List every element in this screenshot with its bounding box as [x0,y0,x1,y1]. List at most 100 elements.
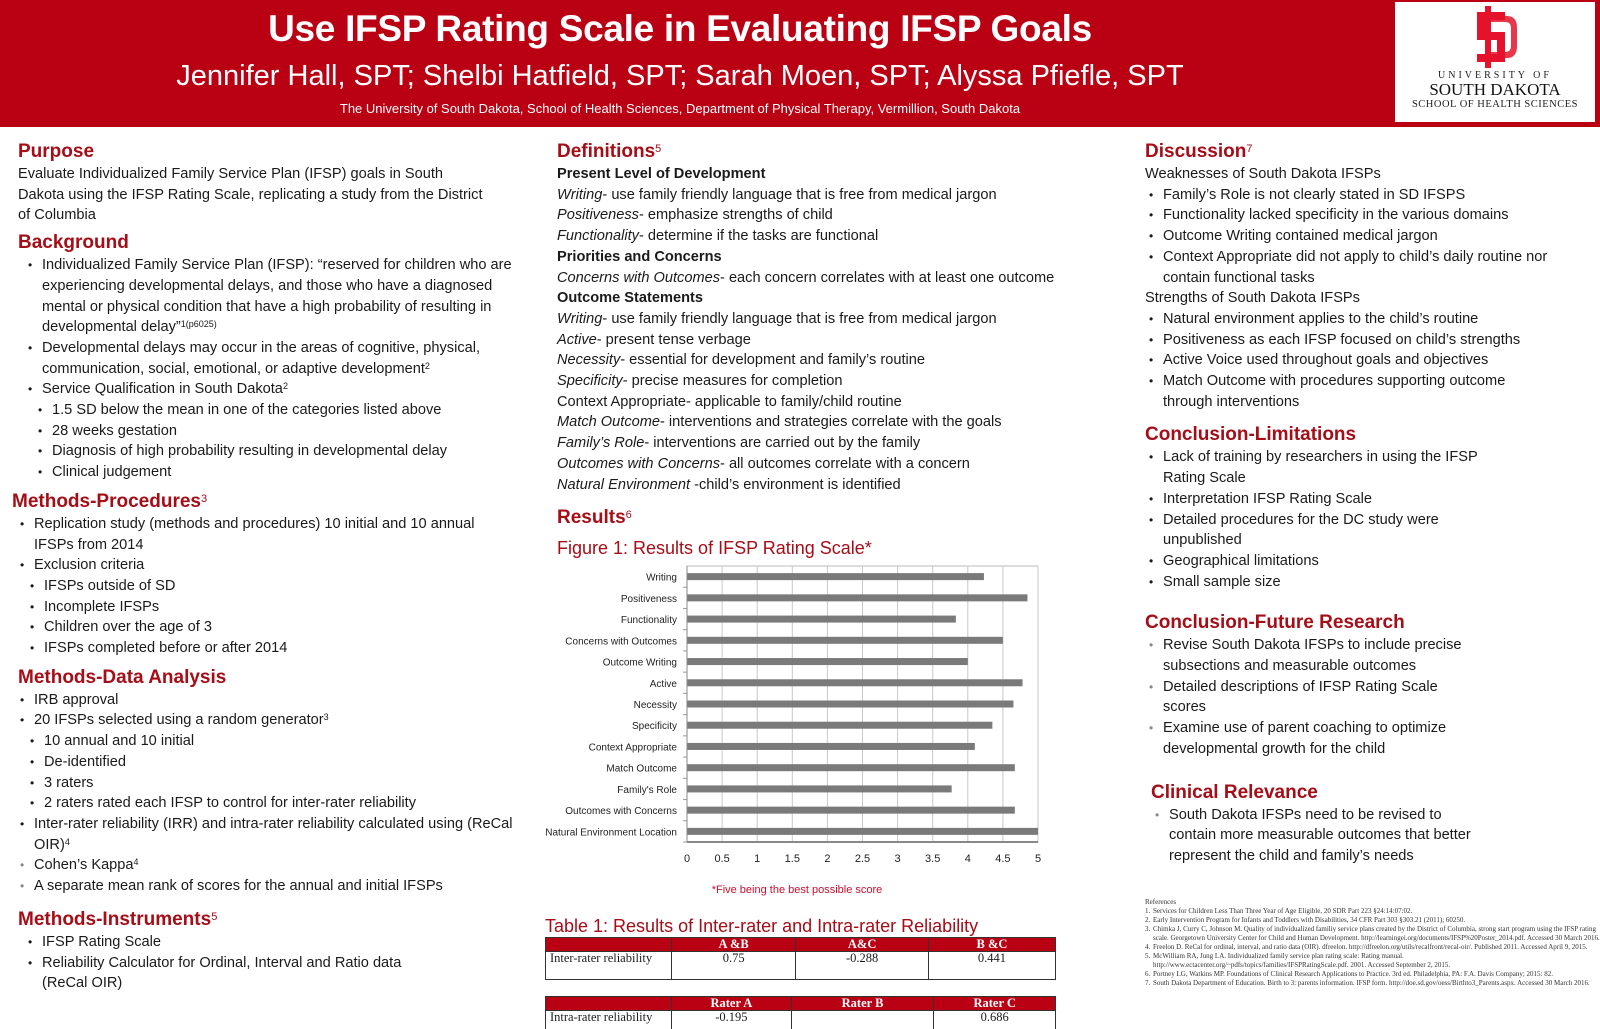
bar [687,637,1003,645]
bar [687,806,1015,814]
data-bullet: 20 IFSPs selected using a random generat… [16,710,538,731]
chart-footnote: *Five being the best possible score [711,884,883,897]
poster-authors: Jennifer Hall, SPT; Shelbi Hatfield, SPT… [176,60,1184,92]
chart-svg: 0 0.5 1 1.5 2 2.5 3 3.5 4 4.5 5 Writing Positiveness… [545,565,1041,865]
category-label: Outcomes with Concerns [565,806,677,817]
references-list: 1. Services for Children Less Than Three … [1145,907,1600,988]
limitations-heading: Conclusion-Limitations [1145,424,1357,446]
limitations-section: Conclusion-Limitations Lack of training … [1145,422,1595,592]
future-bullet: Detailed descriptions of IFSP Rating Sca… [1145,677,1475,718]
definition-text: - each concern correlates with at least … [720,269,1055,286]
category-label: Positiveness [621,594,677,605]
citation: 2 [282,381,288,392]
methods-data-section: Methods-Data Analysis IRB approval 20 IF… [18,665,538,897]
table-header-cell [545,936,672,952]
table-title: Table 1: Results of Inter-rater and Intr… [545,915,979,936]
background-section: Background Individualized Family Service… [18,230,538,483]
reference-number: 3. [1145,925,1151,933]
strength-bullet: Positiveness as each IFSP focused on chi… [1145,330,1595,351]
data-bullet: IRB approval [16,690,538,711]
bar-chart: 0 0.5 1 1.5 2 2.5 3 3.5 4 4.5 5 Writing Positiveness… [527,560,1047,880]
definition-item: Positiveness- emphasize strengths of chi… [557,205,1102,226]
x-tick-label: 5 [1035,853,1041,865]
bar [687,785,952,793]
definition-item: Outcomes with Concerns- all outcomes cor… [557,454,1102,475]
future-bullet: Examine use of parent coaching to optimi… [1145,718,1495,759]
background-bullet: Individualized Family Service Plan (IFSP… [24,255,524,338]
strength-bullet: Natural environment applies to the child… [1145,309,1595,330]
definition-term: Outcomes with Concerns [557,455,721,472]
definition-group-title: Priorities and Concerns [557,248,722,265]
table-header-row: A &B A&C B &C [545,936,1057,952]
reference-item: 5. McWilliam RA, Jung LA. Individualized … [1145,952,1600,970]
bar [687,594,1028,602]
citation: 5 [655,143,662,155]
definition-text: - applicable to family/child routine [686,393,902,410]
reference-text: South Dakota Department of Education. Bi… [1153,979,1590,987]
citation: 4 [64,836,70,847]
bullet-text: Individualized Family Service Plan (IFSP… [42,257,512,336]
purpose-text: Evaluate Individualized Family Service P… [18,166,483,224]
row-label: Intra-rater reliability [545,1009,672,1029]
definition-item: Context Appropriate- applicable to famil… [557,392,1102,413]
x-tick-label: 0 [684,853,690,865]
data-sub-bullet: 3 raters [26,773,538,794]
poster-affiliation: The University of South Dakota, School o… [339,101,1021,116]
left-column: Purpose Evaluate Individualized Family S… [12,137,538,994]
definition-item: Specificity- precise measures for comple… [557,371,1102,392]
category-label: Concerns with Outcomes [565,637,677,648]
limitation-bullet: Detailed procedures for the DC study wer… [1145,510,1505,551]
reference-text: Chimka J, Curry C, Johnson M. Quality of… [1153,925,1600,942]
weakness-bullet: Context Appropriate did not apply to chi… [1145,247,1575,288]
table-cell: -0.195 [671,1009,792,1029]
data-sub-bullet: De-identified [26,752,538,773]
category-label: Active [650,679,678,690]
bar [687,700,1014,708]
table-header-cell: Rater A [671,995,792,1011]
definition-term: Family’s Role [557,435,645,452]
category-label: Family's Role [617,785,677,796]
table-row: Inter-rater reliability 0.75 -0.288 0.44… [545,950,1057,980]
bar [687,658,968,666]
references-heading: References [1145,898,1177,906]
bar [687,721,993,729]
reference-number: 6. [1145,970,1151,978]
middle-column: Definitions5 Present Level of Developmen… [545,137,1102,1029]
category-label: Necessity [634,700,677,711]
x-tick-label: 2 [824,853,830,865]
poster-header: Use IFSP Rating Scale in Evaluating IFSP… [0,0,1600,127]
definition-term: Positiveness [557,207,639,224]
definition-text: -child’s environment is identified [690,476,901,493]
bar [687,615,956,623]
results-section: Results6 Figure 1: Results of IFSP Ratin… [545,505,1102,1029]
table-cell: 0.686 [933,1009,1056,1029]
definition-text: - determine if the tasks are functional [638,228,879,245]
reference-item: 4. Freelon D. ReCal for ordinal, interval… [1145,943,1600,952]
poster-title: Use IFSP Rating Scale in Evaluating IFSP… [268,8,1092,49]
bar [687,828,1038,836]
logo-line-3: SCHOOL OF HEALTH SCIENCES [1411,99,1579,110]
x-tick-label: 4.5 [995,853,1010,865]
limitation-bullet: Lack of training by researchers in using… [1145,447,1505,488]
table-header-cell: Rater C [933,995,1056,1011]
definition-item: Writing- use family friendly language th… [557,309,1102,330]
definition-item: Concerns with Outcomes- each concern cor… [557,268,1102,289]
university-logo: UNIVERSITY OF SOUTH DAKOTA SCHOOL OF HEA… [1395,2,1595,122]
table-cell-empty [790,1009,935,1029]
procedures-sub-bullet: Incomplete IFSPs [26,597,538,618]
procedures-bullet: Replication study (methods and procedure… [16,514,476,555]
definitions-heading: Definitions [557,141,656,162]
methods-instruments-heading: Methods-Instruments [18,908,212,930]
category-label: Context Appropriate [589,743,678,754]
future-research-heading: Conclusion-Future Research [1145,612,1405,634]
reference-number: 7. [1145,979,1151,987]
definitions-section: Definitions5 Present Level of Developmen… [557,139,1102,495]
instruments-bullet: Reliability Calculator for Ordinal, Inte… [24,953,444,994]
inter-rater-table: A &B A&C B &C Inter-rater reliability 0.… [545,936,1057,980]
definition-text: - all outcomes correlate with a concern [720,455,970,472]
definition-text: - precise measures for completion [622,373,843,390]
table-header-cell: A&C [795,936,929,952]
category-label: Outcome Writing [603,658,677,669]
definition-text: - use family friendly language that is f… [602,310,997,327]
citation: 7 [1246,143,1253,155]
